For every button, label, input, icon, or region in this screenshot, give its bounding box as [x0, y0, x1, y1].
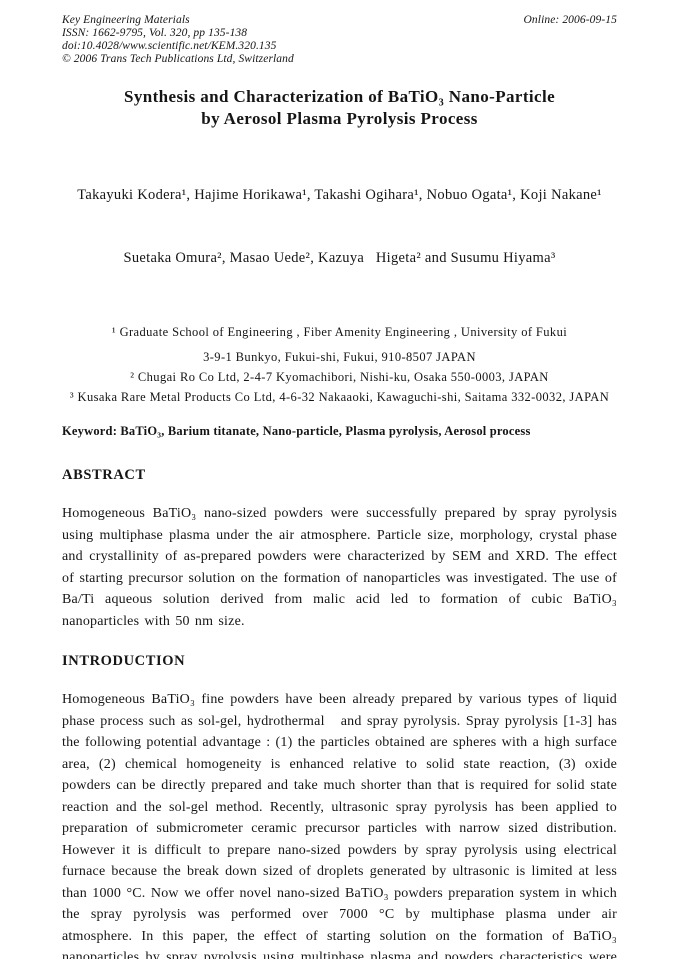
journal-issn-volume: ISSN: 1662-9795, Vol. 320, pp 135-138	[62, 27, 248, 39]
section-introduction: INTRODUCTION Homogeneous BaTiO₃ fine pow…	[62, 652, 617, 959]
online-date: Online: 2006-09-15	[523, 14, 617, 26]
author-line1: Takayuki Kodera¹, Hajime Horikawa¹, Taka…	[77, 187, 602, 203]
affiliation-list: ¹ Graduate School of Engineering , Fiber…	[62, 322, 617, 407]
affiliation-3: ³ Kusaka Rare Metal Products Co Ltd, 4-6…	[69, 390, 610, 404]
keyword-line: Keyword: BaTiO₃, Barium titanate, Nano-p…	[62, 424, 531, 438]
journal-copyright: © 2006 Trans Tech Publications Ltd, Swit…	[62, 53, 294, 65]
journal-header-left: Key Engineering Materials ISSN: 1662-979…	[62, 14, 294, 66]
journal-doi: doi:10.4028/www.scientific.net/KEM.320.1…	[62, 40, 277, 52]
paper-title: Synthesis and Characterization of BaTiO₃…	[62, 86, 617, 130]
section-abstract: ABSTRACT Homogeneous BaTiO₃ nano-sized p…	[62, 466, 617, 632]
paper-title-line2: by Aerosol Plasma Pyrolysis Process	[201, 109, 478, 128]
introduction-heading: INTRODUCTION	[62, 653, 186, 669]
affiliation-1: ¹ Graduate School of Engineering , Fiber…	[111, 325, 568, 339]
journal-header: Key Engineering Materials ISSN: 1662-979…	[62, 14, 617, 66]
affiliation-2: ² Chugai Ro Co Ltd, 2-4-7 Kyomachibori, …	[130, 370, 549, 384]
author-line2: Suetaka Omura², Masao Uede², Kazuya Hige…	[123, 250, 556, 266]
affiliation-1-address: 3-9-1 Bunkyo, Fukui-shi, Fukui, 910-8507…	[203, 350, 476, 364]
author-list: Takayuki Kodera¹, Hajime Horikawa¹, Taka…	[62, 143, 617, 311]
journal-name: Key Engineering Materials	[62, 14, 190, 26]
introduction-paragraph: Homogeneous BaTiO₃ fine powders have bee…	[62, 692, 617, 959]
abstract-heading: ABSTRACT	[62, 467, 146, 483]
abstract-paragraph: Homogeneous BaTiO₃ nano-sized powders we…	[62, 506, 623, 629]
paper-title-line1: Synthesis and Characterization of BaTiO₃…	[123, 87, 556, 106]
